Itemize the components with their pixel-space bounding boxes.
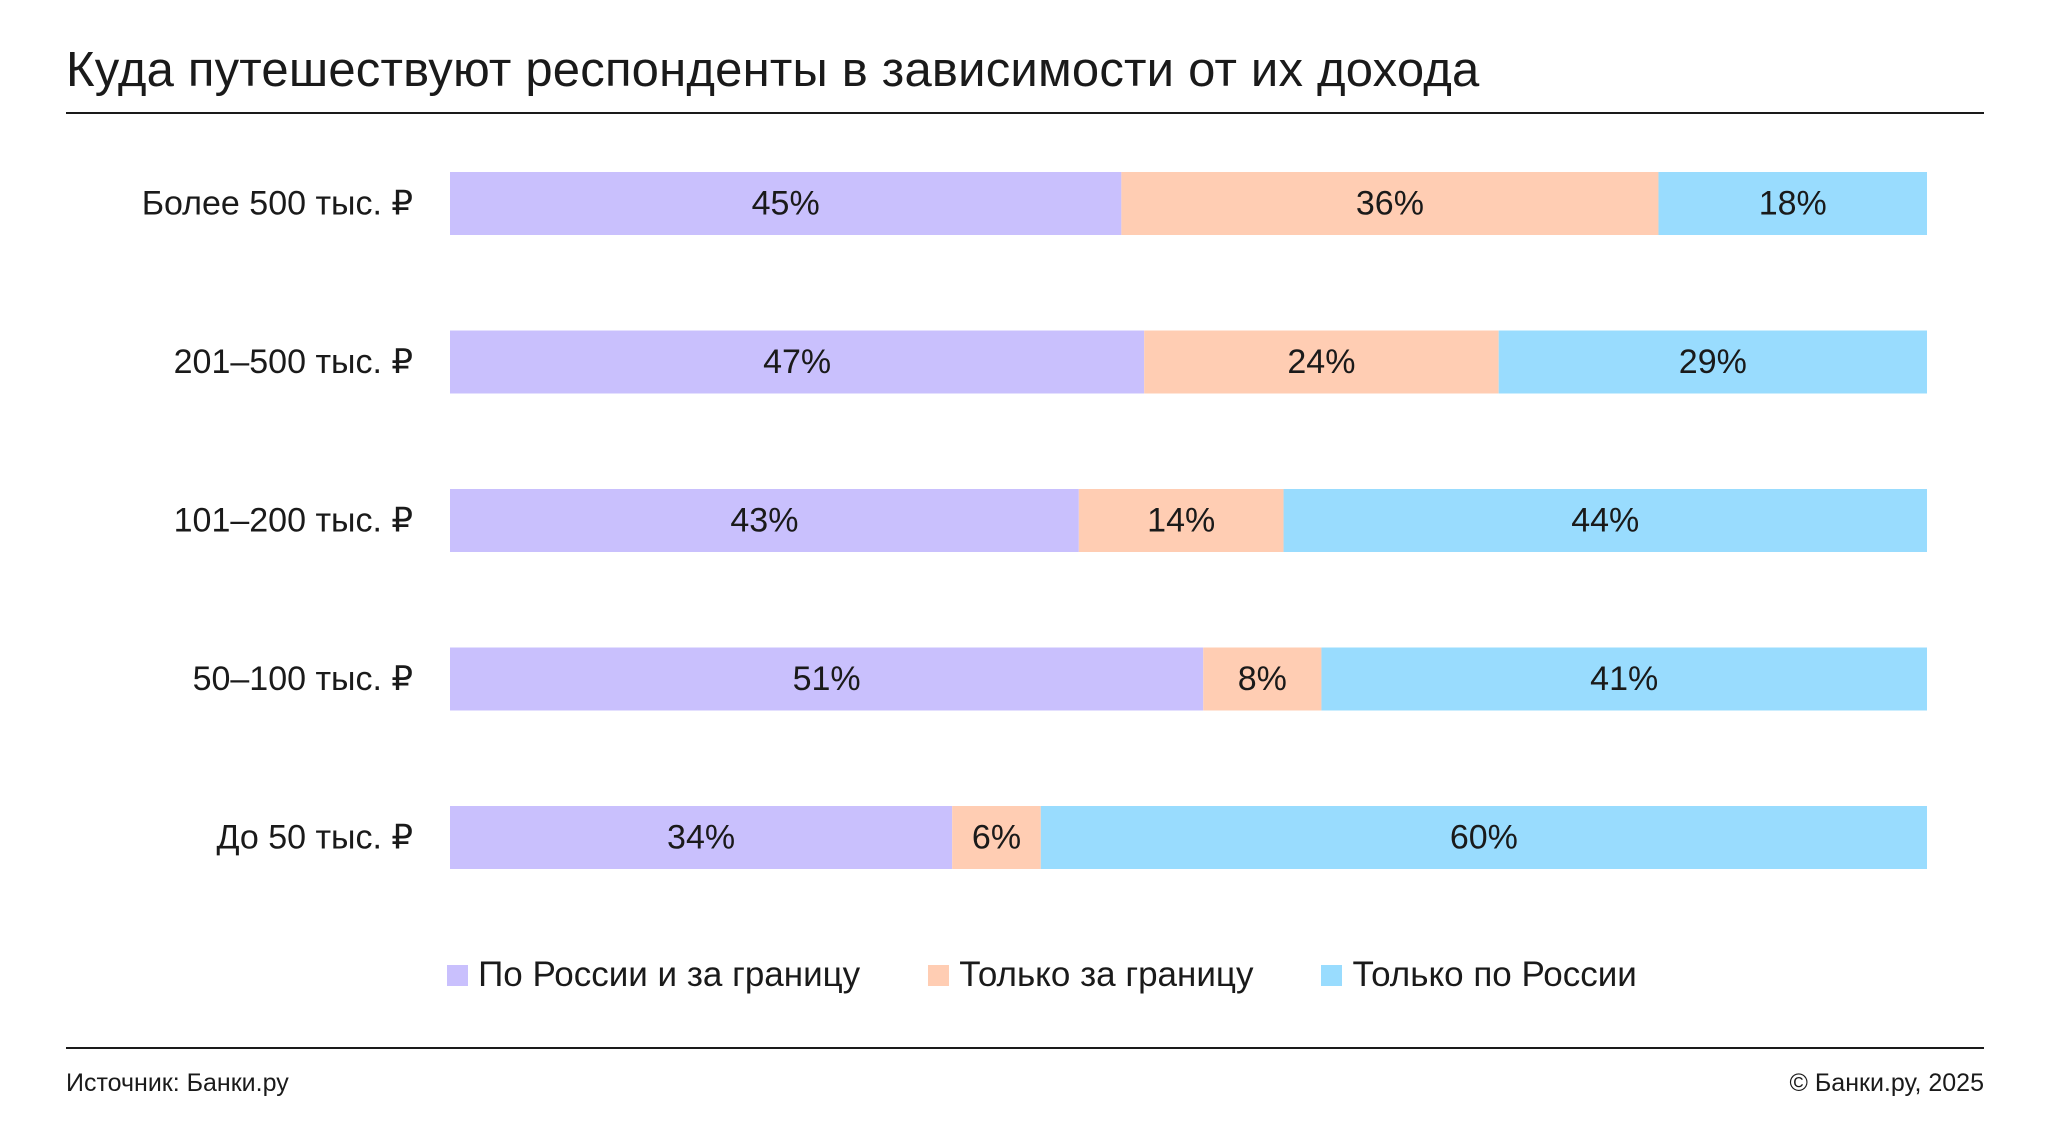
bar-segment-russia-and-abroad	[450, 330, 1145, 394]
source-note: Источник: Банки.ру	[66, 1069, 289, 1097]
data-label: 47%	[763, 343, 831, 381]
bar-segment-russia-and-abroad	[450, 806, 953, 869]
legend-item-abroad-only: Только за границу	[928, 955, 1253, 995]
data-label: 18%	[1759, 185, 1827, 223]
legend-item-russia-and-abroad: По России и за границу	[447, 955, 860, 995]
bar-segment-abroad-only	[952, 806, 1041, 869]
data-label: 29%	[1679, 343, 1747, 381]
data-label: 60%	[1450, 819, 1518, 857]
bar-segment-russia-only	[1321, 647, 1927, 711]
bar-segment-abroad-only	[1203, 647, 1322, 711]
data-label: 34%	[667, 819, 735, 857]
bar-segment-abroad-only	[1078, 489, 1284, 552]
data-label: 43%	[730, 502, 798, 540]
category-label: 50–100 тыс. ₽	[193, 660, 413, 698]
copyright-note: © Банки.ру, 2025	[1789, 1069, 1984, 1097]
data-label: 44%	[1571, 502, 1639, 540]
bar-segment-russia-and-abroad	[450, 489, 1079, 552]
chart-legend: По России и за границу Только за границу Т…	[0, 955, 2049, 995]
legend-label: По России и за границу	[478, 955, 861, 994]
footer-divider	[66, 1047, 1984, 1049]
data-label: 14%	[1147, 502, 1215, 540]
chart-title: Куда путешествуют респонденты в зависимо…	[66, 43, 1480, 97]
data-label: 36%	[1356, 185, 1424, 223]
legend-label: Только по России	[1352, 955, 1637, 994]
title-divider	[66, 112, 1984, 114]
category-label: Более 500 тыс. ₽	[142, 185, 413, 223]
stacked-bar-chart: Более 500 тыс. ₽ 45% 36% 18% 201–500 тыс. ₽ 4…	[142, 172, 1927, 869]
bar-segment-abroad-only	[1144, 330, 1499, 394]
data-label: 51%	[793, 660, 861, 698]
legend-swatch	[928, 964, 950, 986]
category-label: До 50 тыс. ₽	[216, 819, 413, 857]
bar-segment-russia-and-abroad	[450, 647, 1204, 711]
legend-item-russia-only: Только по России	[1321, 955, 1637, 995]
legend-swatch	[1321, 964, 1343, 986]
data-label: 45%	[752, 185, 820, 223]
bar-segment-russia-only	[1040, 806, 1927, 869]
legend-swatch	[447, 964, 469, 986]
category-label: 101–200 тыс. ₽	[174, 502, 413, 540]
legend-label: Только за границу	[959, 955, 1254, 994]
data-label: 24%	[1287, 343, 1355, 381]
data-label: 41%	[1590, 660, 1658, 698]
data-label: 8%	[1238, 660, 1287, 698]
bar-segment-russia-and-abroad	[450, 172, 1122, 235]
bar-segment-russia-only	[1498, 330, 1927, 394]
data-label: 6%	[972, 819, 1021, 857]
bar-segment-russia-only	[1658, 172, 1927, 235]
bar-segment-abroad-only	[1121, 172, 1659, 235]
bar-segment-russia-only	[1283, 489, 1927, 552]
category-label: 201–500 тыс. ₽	[174, 343, 413, 381]
